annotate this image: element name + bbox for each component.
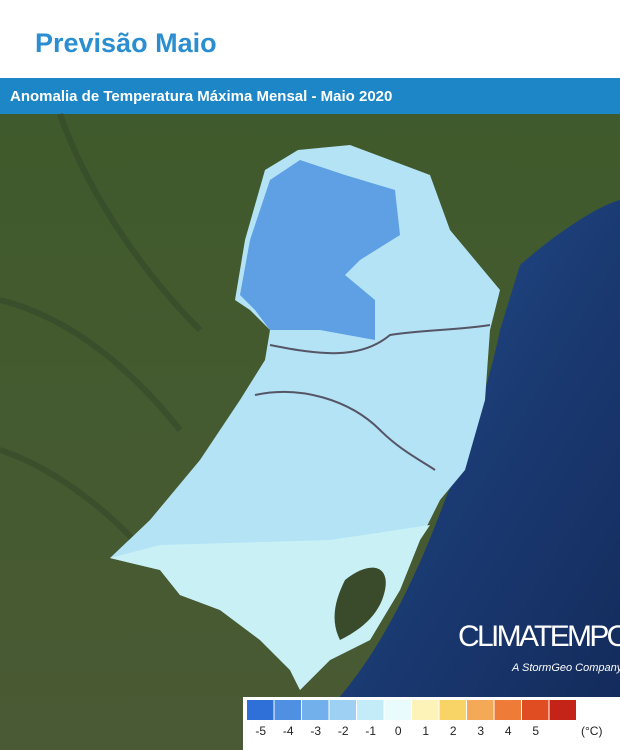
legend-label: 2 [450,724,457,738]
anomaly-region-north [240,160,400,340]
legend-label: 5 [532,724,539,738]
legend-label: -1 [365,724,376,738]
legend-label: -4 [283,724,294,738]
legend-label: 1 [422,724,429,738]
title: Previsão Maio [35,28,217,58]
legend-label: -5 [255,724,266,738]
legend-swatch [439,700,466,720]
legend-swatch [384,700,411,720]
ocean [290,200,620,750]
brand-tagline: A StormGeo Company [511,662,620,674]
legend-label: 3 [477,724,484,738]
lagoon [334,567,386,640]
legend-swatch [329,700,356,720]
state-border [254,324,491,471]
legend-unit: (°C) [581,724,602,738]
header-bg [0,0,620,78]
legend-label: -3 [310,724,321,738]
legend-label: -2 [338,724,349,738]
legend-swatch [274,700,301,720]
legend-label: 4 [505,724,512,738]
map [0,113,620,750]
anomaly-region-south [110,525,430,690]
legend-swatch [549,700,576,720]
subtitle: Anomalia de Temperatura Máxima Mensal - … [10,88,392,105]
legend: -5 -4 -3 -2 -1 0 1 2 3 4 5 (°C) [243,697,620,750]
legend-swatch [522,700,549,720]
legend-swatch [412,700,439,720]
legend-label: 0 [395,724,402,738]
legend-swatch [467,700,494,720]
legend-swatch [494,700,521,720]
subtitle-bar [0,78,620,114]
brand-name: CLIMATEMPO [458,620,620,653]
legend-swatch [357,700,384,720]
legend-swatch [302,700,329,720]
legend-swatch [247,700,274,720]
